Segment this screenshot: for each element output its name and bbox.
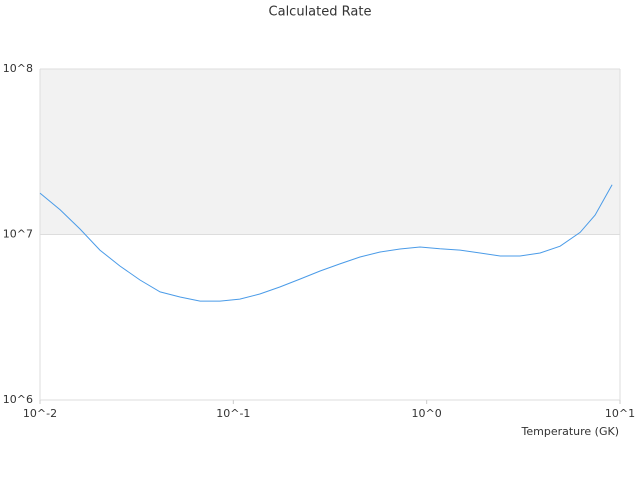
chart-title: Calculated Rate bbox=[269, 5, 372, 20]
x-axis-label: Temperature (GK) bbox=[521, 425, 620, 438]
y-tick-label: 10^6 bbox=[3, 393, 33, 406]
y-tick-label: 10^7 bbox=[3, 228, 33, 241]
x-tick-label: 10^-2 bbox=[23, 407, 57, 420]
x-tick-label: 10^-1 bbox=[216, 407, 250, 420]
grid-band bbox=[40, 69, 620, 235]
x-tick-label: 10^0 bbox=[412, 407, 442, 420]
y-tick-label: 10^8 bbox=[3, 62, 33, 75]
data-line bbox=[39, 184, 613, 302]
x-tick-label: 10^1 bbox=[605, 407, 635, 420]
